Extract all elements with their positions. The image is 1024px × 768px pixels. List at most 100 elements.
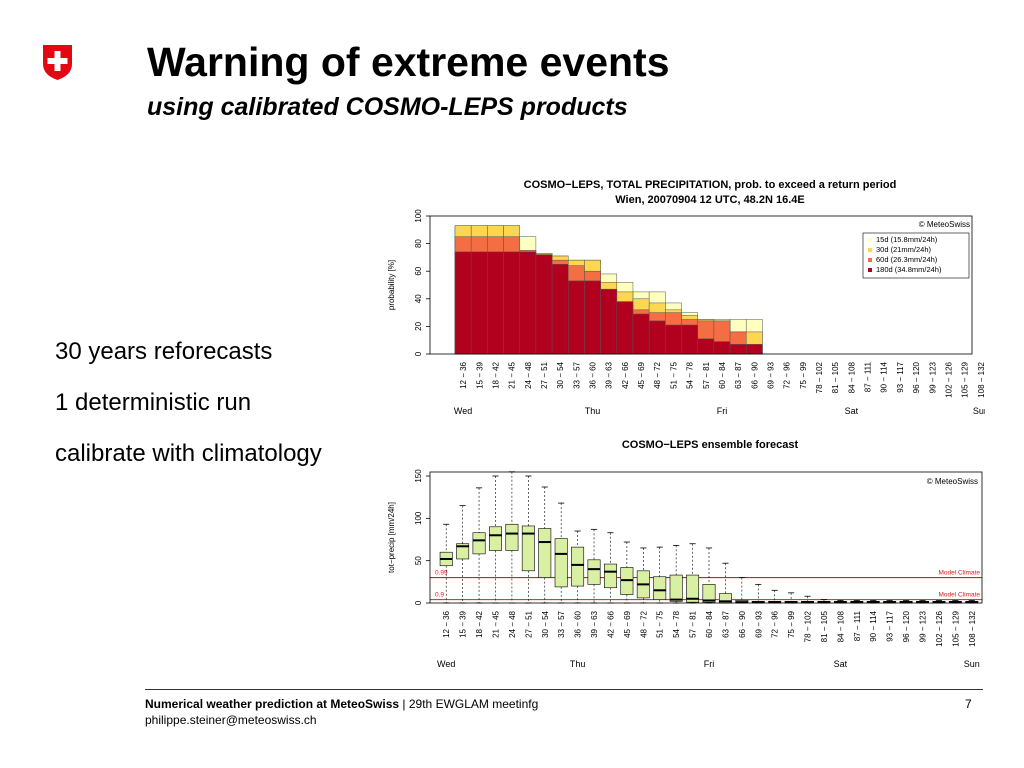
x-tick-label: 57 − 81 <box>702 361 711 388</box>
legend-swatch <box>868 248 872 252</box>
y-tick-label: 150 <box>414 469 423 483</box>
legend-box <box>862 232 970 279</box>
x-tick-label: 93 − 117 <box>886 610 895 641</box>
x-tick-label: 36 − 60 <box>574 610 583 637</box>
copyright-label: © MeteoSwiss <box>927 477 978 486</box>
x-tick-label: 21 − 45 <box>491 610 500 637</box>
y-tick-label: 0 <box>414 351 423 356</box>
x-tick-label: 42 − 66 <box>606 610 615 637</box>
y-tick-label: 80 <box>414 239 423 248</box>
x-tick-label: 51 − 75 <box>656 610 665 637</box>
x-tick-label: 108 − 132 <box>968 610 977 646</box>
x-tick-label: 63 − 87 <box>734 361 743 388</box>
y-tick-label: 0 <box>414 600 423 605</box>
x-tick-label: 48 − 72 <box>639 610 648 637</box>
box <box>489 526 502 551</box>
x-tick-label: 84 − 108 <box>836 610 845 642</box>
chart-title: COSMO−LEPS, TOTAL PRECIPITATION, prob. t… <box>524 179 897 191</box>
legend-entry: 30d (21mm/24h) <box>876 245 932 254</box>
x-tick-label: 99 − 123 <box>919 610 928 642</box>
x-tick-label: 102 − 126 <box>944 361 953 397</box>
x-tick-label: 60 − 84 <box>705 610 714 637</box>
probability-bar <box>551 264 569 355</box>
box <box>472 532 486 555</box>
bullet-list: 30 years reforecasts 1 deterministic run… <box>55 326 322 479</box>
x-tick-label: 36 − 60 <box>589 361 598 388</box>
footer-email: philippe.steiner@meteoswiss.ch <box>145 713 317 727</box>
x-tick-label: 15 − 39 <box>475 361 484 388</box>
x-tick-label: 15 − 39 <box>459 610 468 637</box>
page-number: 7 <box>965 697 972 711</box>
copyright-label: © MeteoSwiss <box>919 220 970 229</box>
footer-separator: | <box>399 697 409 711</box>
footer-event: 29th EWGLAM meetinfg <box>408 697 539 711</box>
x-tick-label: 96 − 120 <box>902 610 911 642</box>
probability-bar <box>697 338 715 355</box>
x-tick-label: 78 − 102 <box>804 610 813 642</box>
legend-entry: 60d (26.3mm/24h) <box>876 255 938 264</box>
x-tick-label: 24 − 48 <box>524 361 533 388</box>
x-tick-label: 33 − 57 <box>572 361 581 388</box>
x-tick-label: 99 − 123 <box>928 361 937 393</box>
footer-org: Numerical weather prediction at MeteoSwi… <box>145 697 400 711</box>
x-tick-label: 30 − 54 <box>541 610 550 637</box>
box <box>669 574 683 602</box>
day-label: Sat <box>834 659 848 669</box>
probability-bar <box>584 280 601 355</box>
x-tick-label: 63 − 87 <box>721 610 730 637</box>
probability-bar <box>713 341 731 355</box>
probability-bar <box>470 251 488 355</box>
probability-bar <box>568 280 585 355</box>
x-tick-label: 33 − 57 <box>557 610 566 637</box>
box <box>653 576 667 600</box>
box <box>587 559 601 585</box>
x-tick-label: 108 − 132 <box>977 361 985 397</box>
x-tick-label: 18 − 42 <box>491 361 500 388</box>
probability-bar <box>632 313 650 355</box>
x-tick-label: 27 − 51 <box>540 361 549 388</box>
reference-line-tag: Model Climate <box>938 592 980 599</box>
box <box>702 584 716 603</box>
y-axis-label: probability [%] <box>387 260 396 310</box>
x-tick-label: 66 − 90 <box>738 610 747 637</box>
probability-chart: COSMO−LEPS, TOTAL PRECIPITATION, prob. t… <box>387 179 985 416</box>
plot-frame <box>429 471 983 604</box>
day-label: Wed <box>437 659 455 669</box>
x-tick-label: 66 − 90 <box>750 361 759 388</box>
x-tick-label: 90 − 114 <box>869 610 878 641</box>
probability-bar <box>616 301 634 355</box>
legend-swatch <box>868 238 872 242</box>
footer-text: Numerical weather prediction at MeteoSwi… <box>145 697 538 711</box>
swiss-cross-logo <box>43 45 72 80</box>
probability-bar <box>681 324 698 355</box>
x-tick-label: 48 − 72 <box>653 361 662 388</box>
x-tick-label: 27 − 51 <box>524 610 533 637</box>
x-tick-label: 45 − 69 <box>623 610 632 637</box>
reference-line-tag: Model Climate <box>938 570 980 577</box>
slide-title: Warning of extreme events <box>147 39 670 85</box>
y-tick-label: 100 <box>414 511 423 525</box>
x-tick-label: 96 − 120 <box>912 361 921 393</box>
box <box>505 523 519 551</box>
x-tick-label: 84 − 108 <box>847 361 856 393</box>
bullet-item: 30 years reforecasts <box>55 338 273 365</box>
x-tick-label: 12 − 36 <box>459 361 468 388</box>
probability-bar <box>745 344 763 355</box>
x-tick-label: 51 − 75 <box>669 361 678 388</box>
plot-frame <box>429 215 973 355</box>
x-tick-label: 81 − 105 <box>820 610 829 642</box>
x-tick-label: 72 − 96 <box>771 610 780 637</box>
x-tick-label: 75 − 99 <box>799 361 808 388</box>
day-label: Fri <box>717 406 728 416</box>
x-tick-label: 54 − 78 <box>686 361 695 388</box>
bullet-item: calibrate with climatology <box>55 440 322 467</box>
probability-bar <box>665 324 682 355</box>
x-tick-label: 87 − 111 <box>864 361 873 392</box>
x-tick-label: 78 − 102 <box>815 361 824 393</box>
probability-bar <box>600 288 618 355</box>
probability-bar <box>535 254 553 355</box>
day-label: Sat <box>845 406 859 416</box>
charts-panel: COSMO−LEPS, TOTAL PRECIPITATION, prob. t… <box>387 179 985 669</box>
day-label: Sun <box>973 406 985 416</box>
ensemble-boxplot-chart: COSMO−LEPS ensemble forecast © MeteoSwiss… <box>387 439 983 669</box>
